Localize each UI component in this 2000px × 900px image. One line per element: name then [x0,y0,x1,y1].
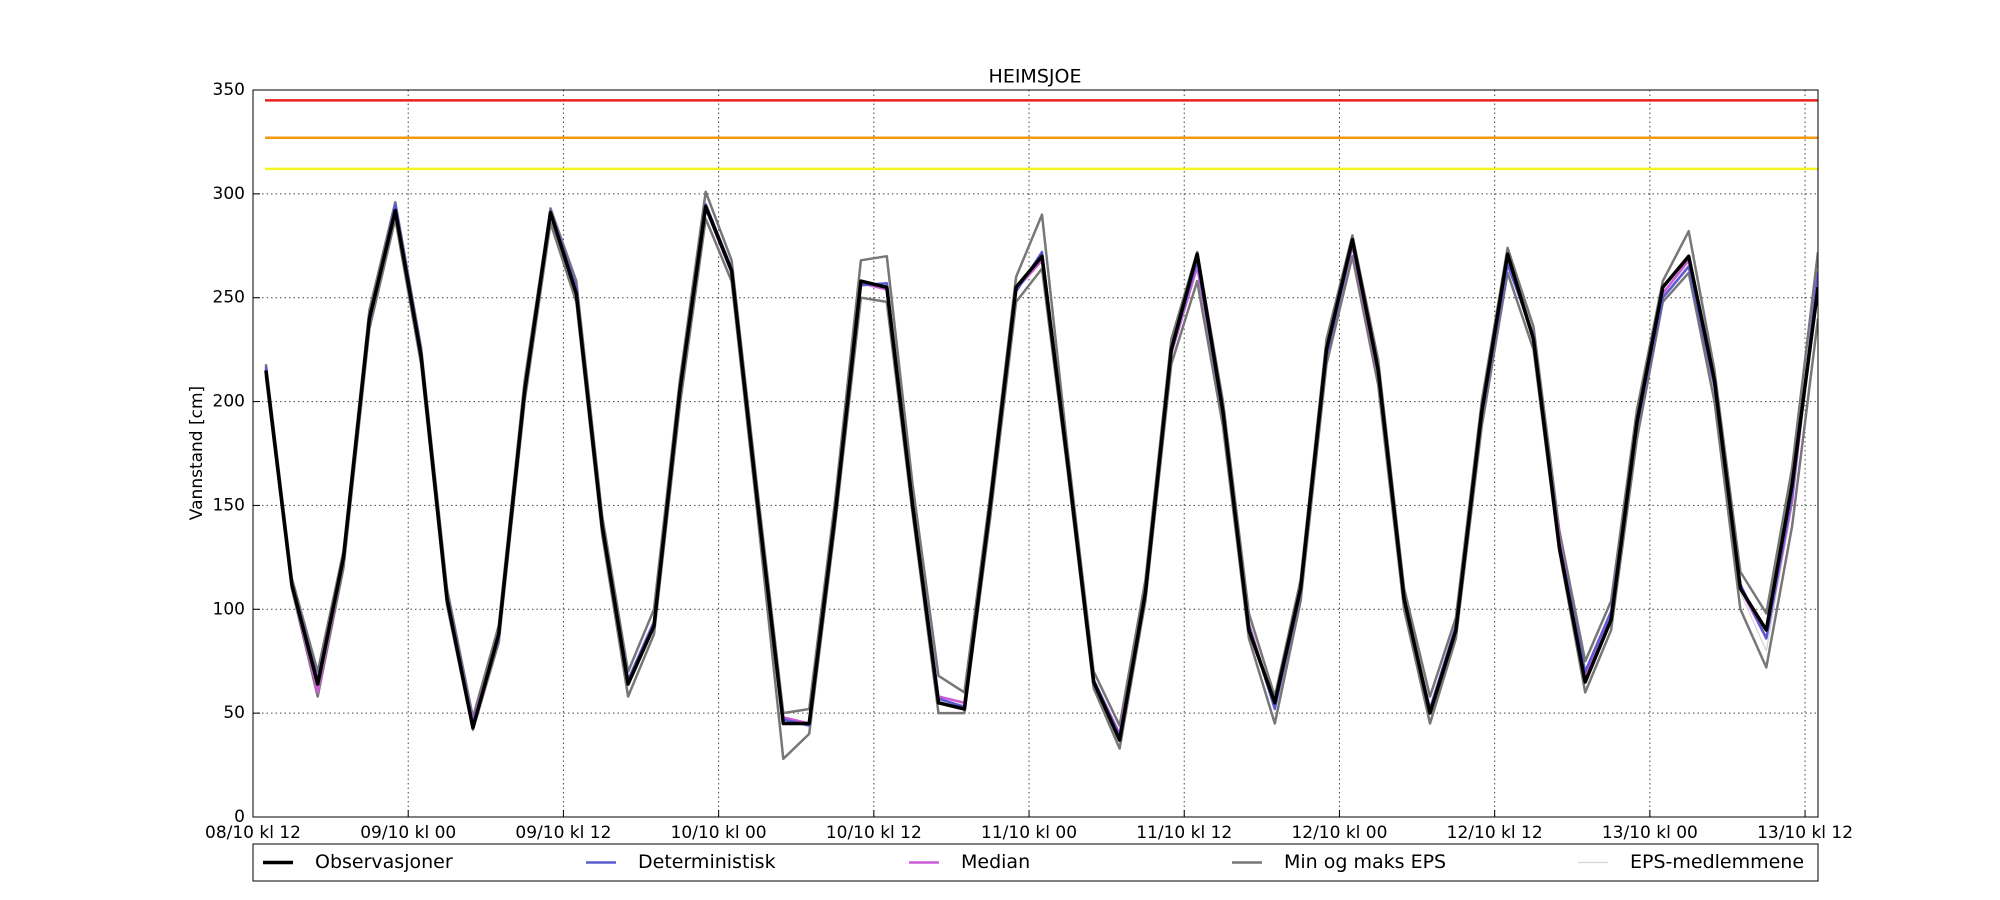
x-tick-label: 12/10 kl 00 [1291,823,1387,843]
y-axis-label: Vannstand [cm] [187,386,207,520]
legend-label: Deterministisk [638,851,776,873]
plot-frame [252,89,1819,818]
y-tick-label: 350 [213,80,245,100]
y-tick-label: 150 [213,495,245,515]
x-tick-label: 11/10 kl 00 [981,823,1077,843]
x-tick-label: 12/10 kl 12 [1447,823,1543,843]
legend-label: Observasjoner [315,851,453,873]
y-tick-label: 250 [213,288,245,308]
legend-box [252,843,1819,882]
x-tick-label: 11/10 kl 12 [1136,823,1232,843]
x-tick-label: 08/10 kl 12 [205,823,301,843]
x-tick-label: 10/10 kl 12 [826,823,922,843]
x-tick-label: 09/10 kl 12 [515,823,611,843]
legend-label: Min og maks EPS [1284,851,1446,873]
x-tick-label: 13/10 kl 12 [1757,823,1853,843]
legend-label: Median [961,851,1030,873]
series-line [264,204,1818,742]
y-tick-label: 50 [223,703,245,723]
y-tick-label: 100 [213,599,245,619]
legend-label: EPS-medlemmene [1630,851,1804,873]
x-tick-label: 09/10 kl 00 [360,823,456,843]
x-tick-label: 13/10 kl 00 [1602,823,1698,843]
y-tick-label: 200 [213,392,245,412]
chart-title: HEIMSJOE [989,66,1082,88]
y-tick-label: 0 [234,807,245,827]
x-tick-label: 10/10 kl 00 [671,823,767,843]
y-tick-label: 300 [213,184,245,204]
